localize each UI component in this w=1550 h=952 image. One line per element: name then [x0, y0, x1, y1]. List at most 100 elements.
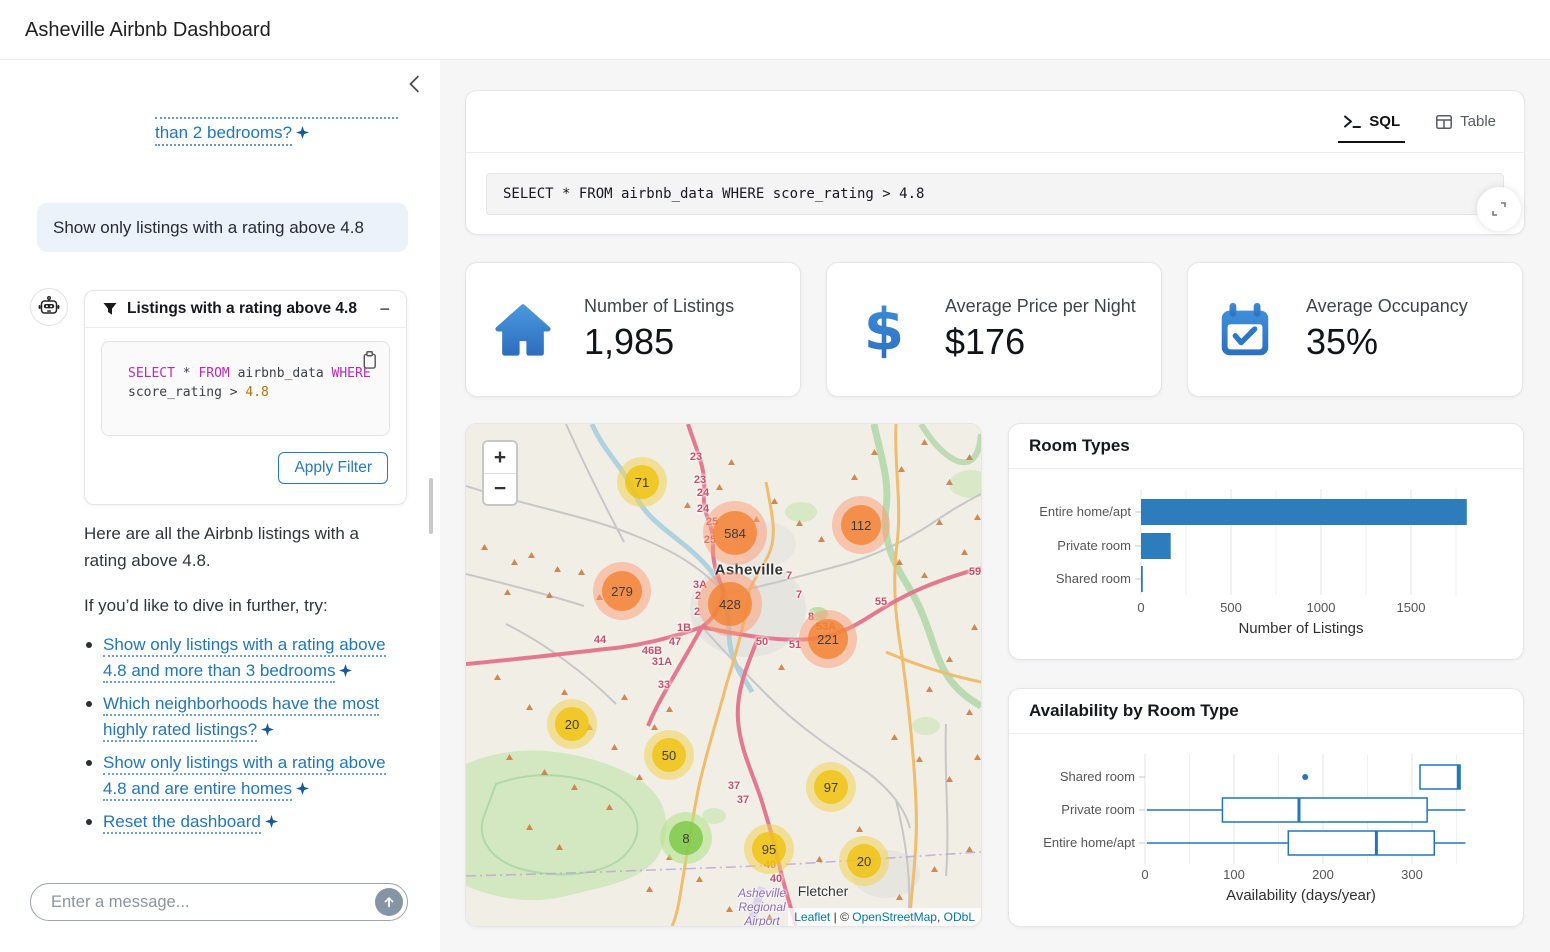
road-number-label: 51 — [788, 639, 802, 651]
cluster-count: 71 — [634, 474, 650, 490]
sql-query-display[interactable]: SELECT * FROM airbnb_data WHERE score_ra… — [486, 173, 1504, 215]
expand-query-button[interactable] — [1477, 187, 1521, 231]
list-item: Which neighborhoods have the most highly… — [84, 691, 406, 743]
road-number-label: 50 — [755, 636, 769, 648]
listings-map[interactable]: + − 2323242425253A221B4746B31A44505153A7… — [465, 423, 982, 927]
road-number-label: 23 — [693, 474, 707, 486]
road-number-label: 44 — [593, 634, 607, 646]
suggestion-link[interactable]: Show only listings with a rating above 4… — [103, 753, 386, 801]
bar-entire-home-apt — [1141, 499, 1467, 525]
cluster-count: 584 — [724, 525, 746, 541]
cluster-count: 221 — [817, 631, 839, 647]
sparkle-icon — [339, 664, 353, 677]
odbl-link[interactable]: ODbL — [943, 910, 975, 924]
svg-text:0: 0 — [1141, 867, 1148, 882]
leaflet-link[interactable]: Leaflet — [794, 910, 831, 924]
stat-card-occupancy: Average Occupancy 35% — [1187, 262, 1523, 397]
arrow-up-icon — [384, 897, 394, 908]
assistant-paragraph: Here are all the Airbnb listings with a … — [84, 524, 359, 570]
road-number-label: 33 — [657, 679, 671, 691]
suggestion-link[interactable]: Which neighborhoods have the most highly… — [103, 694, 379, 742]
suggestion-list: Show only listings with a rating above 4… — [84, 632, 406, 842]
svg-text:0: 0 — [1137, 600, 1144, 615]
map-cluster-marker[interactable]: 112 — [832, 496, 890, 554]
box-entire-home-apt — [1146, 830, 1466, 856]
place-label: Fletcher — [797, 883, 849, 899]
cluster-count: 112 — [850, 517, 872, 533]
stat-label: Number of Listings — [584, 296, 735, 316]
map-cluster-marker[interactable]: 97 — [806, 762, 856, 812]
map-cluster-marker[interactable]: 95 — [744, 824, 794, 874]
cluster-count: 50 — [661, 747, 677, 763]
map-cluster-marker[interactable]: 20 — [839, 836, 889, 886]
truncated-link-underline — [155, 117, 398, 119]
road-number-label: 23 — [689, 451, 703, 463]
filter-card-collapse-button[interactable]: − — [379, 298, 390, 319]
filter-card-title: Listings with a rating above 4.8 — [127, 300, 357, 317]
map-zoom-control: + − — [482, 440, 518, 506]
suggestion-link[interactable]: Reset the dashboard — [103, 812, 278, 834]
user-message-text: Show only listings with a rating above 4… — [53, 217, 364, 237]
terminal-icon — [1344, 115, 1362, 128]
airport-label: Asheville Regional Airport — [737, 886, 787, 927]
svg-text:200: 200 — [1312, 867, 1334, 882]
filter-funnel-icon — [103, 303, 117, 315]
list-item: Show only listings with a rating above 4… — [84, 750, 406, 802]
availability-box-chart: Shared room Private room Entire home/apt 0 1… — [1043, 754, 1466, 904]
user-message-bubble: Show only listings with a rating above 4… — [37, 203, 408, 252]
chat-message-input[interactable] — [30, 883, 408, 921]
svg-text:1000: 1000 — [1307, 600, 1336, 615]
tab-sql[interactable]: SQL — [1338, 91, 1405, 152]
svg-text:Number of Listings: Number of Listings — [1238, 620, 1363, 637]
availability-card: Availability by Room Type Shared room Pri… — [1008, 688, 1524, 927]
zoom-in-button[interactable]: + — [484, 442, 516, 473]
road-number-label: 47 — [668, 636, 682, 648]
page-title: Asheville Airbnb Dashboard — [25, 19, 271, 41]
calendar-check-icon — [1221, 302, 1269, 355]
road-number-label: 31A — [651, 656, 673, 668]
cluster-count: 428 — [719, 596, 741, 612]
room-types-card: Room Types Entire home/apt Private room Sh… — [1008, 423, 1524, 660]
suggestion-link-truncated[interactable]: than 2 bedrooms? — [155, 123, 310, 146]
cluster-count: 8 — [682, 830, 690, 846]
cluster-count: 20 — [564, 716, 580, 732]
stat-value: 1,985 — [584, 321, 675, 362]
chat-sidebar: than 2 bedrooms? Show only listings with… — [0, 60, 440, 952]
cluster-count: 279 — [611, 583, 633, 599]
send-message-button[interactable] — [375, 888, 403, 916]
list-item: Reset the dashboard — [84, 809, 406, 835]
suggestion-link[interactable]: Show only listings with a rating above 4… — [103, 635, 386, 683]
tab-table[interactable]: Table — [1436, 91, 1496, 152]
road-number-label: 40 — [769, 873, 783, 885]
bar-private-room — [1141, 533, 1171, 559]
box-private-room — [1146, 797, 1466, 823]
copy-sql-button[interactable] — [360, 350, 379, 373]
apply-filter-button[interactable]: Apply Filter — [278, 452, 388, 484]
sidebar-collapse-button[interactable] — [404, 74, 426, 96]
chart-title: Room Types — [1009, 424, 1523, 469]
road-number-label: 7 — [785, 570, 793, 582]
map-attribution: Leaflet | © OpenStreetMap, ODbL — [788, 908, 981, 926]
map-cluster-marker[interactable]: 221 — [799, 610, 857, 668]
map-cluster-marker[interactable]: 50 — [644, 730, 694, 780]
map-cluster-marker[interactable]: 71 — [617, 457, 667, 507]
box-shared-room — [1302, 764, 1461, 790]
map-cluster-marker[interactable]: 428 — [698, 572, 762, 636]
assistant-paragraph: If you’d like to dive in further, try: — [84, 596, 328, 615]
stat-card-price: $ Average Price per Night $176 — [826, 262, 1162, 397]
cluster-count: 20 — [856, 853, 872, 869]
map-cluster-marker[interactable]: 8 — [660, 812, 712, 864]
dashboard-main: SQL Table SELECT * FROM airbnb_data WHER… — [440, 60, 1550, 952]
osm-link[interactable]: OpenStreetMap — [852, 910, 937, 924]
sidebar-scrollbar-thumb[interactable] — [429, 478, 433, 534]
road-number-label: 37 — [727, 780, 741, 792]
svg-text:Entire home/apt: Entire home/apt — [1039, 504, 1131, 519]
zoom-out-button[interactable]: − — [484, 473, 516, 504]
map-cluster-marker[interactable]: 20 — [547, 699, 597, 749]
map-cluster-marker[interactable]: 279 — [593, 562, 651, 620]
map-cluster-marker[interactable]: 584 — [703, 501, 767, 565]
svg-text:Availability (days/year): Availability (days/year) — [1226, 887, 1376, 904]
stat-label: Average Price per Night — [945, 296, 1136, 316]
svg-text:Shared room: Shared room — [1056, 571, 1131, 586]
svg-text:300: 300 — [1401, 867, 1423, 882]
